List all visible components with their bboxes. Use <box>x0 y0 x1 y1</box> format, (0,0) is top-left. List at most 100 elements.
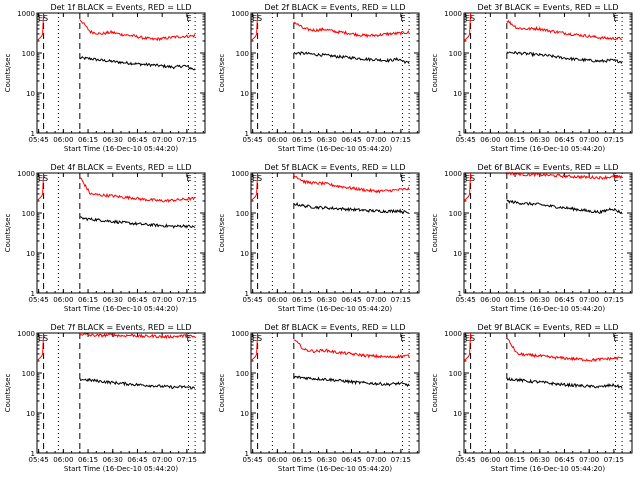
detector-panel: Det 2f BLACK = Events, RED = LLD Counts/s… <box>218 3 420 153</box>
x-tick-label: 07:15 <box>391 136 411 144</box>
y-tick-label: 1 <box>31 450 35 458</box>
x-axis-label: Start Time (16-Dec-10 05:44:20) <box>278 465 392 473</box>
y-tick-label: 1000 <box>444 330 462 338</box>
lld-series-line <box>293 339 410 359</box>
plot-frame <box>463 172 633 294</box>
y-tick-label: 10 <box>453 250 462 258</box>
x-tick-label: 07:15 <box>604 136 624 144</box>
y-axis-label: Counts/sec <box>218 214 226 253</box>
y-tick-label: 1000 <box>17 330 35 338</box>
plot-frame <box>36 12 206 134</box>
x-tick-label: 06:00 <box>480 296 500 304</box>
y-tick-label: 1000 <box>17 170 35 178</box>
y-tick-label: 1000 <box>17 10 35 18</box>
x-tick-label: 05:45 <box>29 456 49 464</box>
x-tick-label: 06:00 <box>267 456 287 464</box>
events-series-line <box>506 199 623 215</box>
y-tick-label: 1 <box>245 450 249 458</box>
detector-panel: Det 4f BLACK = Events, RED = LLD Counts/s… <box>4 163 206 313</box>
x-tick-label: 06:15 <box>292 136 312 144</box>
x-tick-label: 06:30 <box>103 456 123 464</box>
x-tick-label: 07:15 <box>604 296 624 304</box>
x-tick-label: 06:15 <box>78 456 98 464</box>
x-tick-label: 06:30 <box>317 136 337 144</box>
x-tick-label: 07:00 <box>366 136 386 144</box>
x-tick-label: 07:15 <box>604 456 624 464</box>
y-axis-label: Counts/sec <box>431 214 439 253</box>
x-tick-label: 05:45 <box>29 296 49 304</box>
lld-early-segment <box>250 332 259 362</box>
x-axis-label: Start Time (16-Dec-10 05:44:20) <box>491 305 605 313</box>
x-axis-label: Start Time (16-Dec-10 05:44:20) <box>278 145 392 153</box>
x-tick-label: 06:00 <box>267 296 287 304</box>
x-tick-label: 07:15 <box>391 296 411 304</box>
y-tick-label: 100 <box>449 210 462 218</box>
marker-e-label: E <box>401 334 406 343</box>
y-tick-label: 10 <box>453 410 462 418</box>
y-axis-label: Counts/sec <box>4 54 12 93</box>
events-series-line <box>293 201 410 214</box>
x-tick-label: 06:30 <box>317 456 337 464</box>
detector-panel: Det 1f BLACK = Events, RED = LLD Counts/s… <box>4 3 206 153</box>
y-tick-label: 1 <box>458 450 462 458</box>
lld-early-segment <box>250 12 259 42</box>
x-axis-label: Start Time (16-Dec-10 05:44:20) <box>491 465 605 473</box>
x-tick-label: 07:00 <box>579 296 599 304</box>
plot-frame <box>36 172 206 294</box>
y-tick-label: 1000 <box>444 10 462 18</box>
y-tick-label: 100 <box>449 50 462 58</box>
x-tick-label: 06:30 <box>530 136 550 144</box>
detector-panel: Det 7f BLACK = Events, RED = LLD Counts/s… <box>4 323 206 473</box>
y-tick-label: 100 <box>22 50 35 58</box>
detector-panel: Det 8f BLACK = Events, RED = LLD Counts/s… <box>218 323 420 473</box>
plot-frame <box>250 172 420 294</box>
panel-title: Det 2f BLACK = Events, RED = LLD <box>264 3 405 12</box>
x-tick-label: 06:45 <box>341 136 361 144</box>
lld-early-segment <box>36 12 45 42</box>
marker-e-label: E <box>187 334 192 343</box>
x-tick-label: 07:15 <box>177 296 197 304</box>
events-series-line <box>506 376 623 389</box>
x-tick-label: 05:45 <box>29 136 49 144</box>
lld-early-segment <box>36 172 45 202</box>
lld-early-segment <box>463 172 472 202</box>
x-tick-label: 06:45 <box>554 456 574 464</box>
x-tick-label: 06:15 <box>505 456 525 464</box>
x-tick-label: 06:45 <box>341 296 361 304</box>
y-tick-label: 1000 <box>444 170 462 178</box>
detector-panel: Det 3f BLACK = Events, RED = LLD Counts/s… <box>431 3 633 153</box>
x-tick-label: 06:15 <box>78 296 98 304</box>
lld-series-line <box>79 19 196 42</box>
x-axis-label: Start Time (16-Dec-10 05:44:20) <box>491 145 605 153</box>
events-series-line <box>79 56 196 71</box>
y-tick-label: 10 <box>453 90 462 98</box>
x-tick-label: 07:00 <box>152 456 172 464</box>
lld-early-segment <box>36 332 45 362</box>
y-axis-label: Counts/sec <box>218 374 226 413</box>
x-tick-label: 06:45 <box>127 136 147 144</box>
x-tick-label: 06:30 <box>103 296 123 304</box>
x-tick-label: 07:00 <box>366 296 386 304</box>
x-tick-label: 06:15 <box>505 136 525 144</box>
y-tick-label: 1 <box>31 130 35 138</box>
x-tick-label: 06:15 <box>78 136 98 144</box>
events-series-line <box>293 375 410 388</box>
plot-frame <box>250 12 420 134</box>
x-tick-label: 07:15 <box>177 456 197 464</box>
x-tick-label: 06:30 <box>530 456 550 464</box>
y-axis-label: Counts/sec <box>431 54 439 93</box>
x-tick-label: 07:00 <box>152 136 172 144</box>
y-tick-label: 100 <box>236 210 249 218</box>
panel-title: Det 8f BLACK = Events, RED = LLD <box>264 323 405 332</box>
y-tick-label: 10 <box>26 410 35 418</box>
x-tick-label: 06:00 <box>480 456 500 464</box>
lld-series-line <box>293 21 410 39</box>
marker-e-label: E <box>401 174 406 183</box>
marker-e-label: E <box>187 174 192 183</box>
y-tick-label: 10 <box>26 250 35 258</box>
x-tick-label: 06:45 <box>127 456 147 464</box>
x-tick-label: 05:45 <box>456 136 476 144</box>
y-tick-label: 1000 <box>231 170 249 178</box>
x-axis-label: Start Time (16-Dec-10 05:44:20) <box>64 305 178 313</box>
